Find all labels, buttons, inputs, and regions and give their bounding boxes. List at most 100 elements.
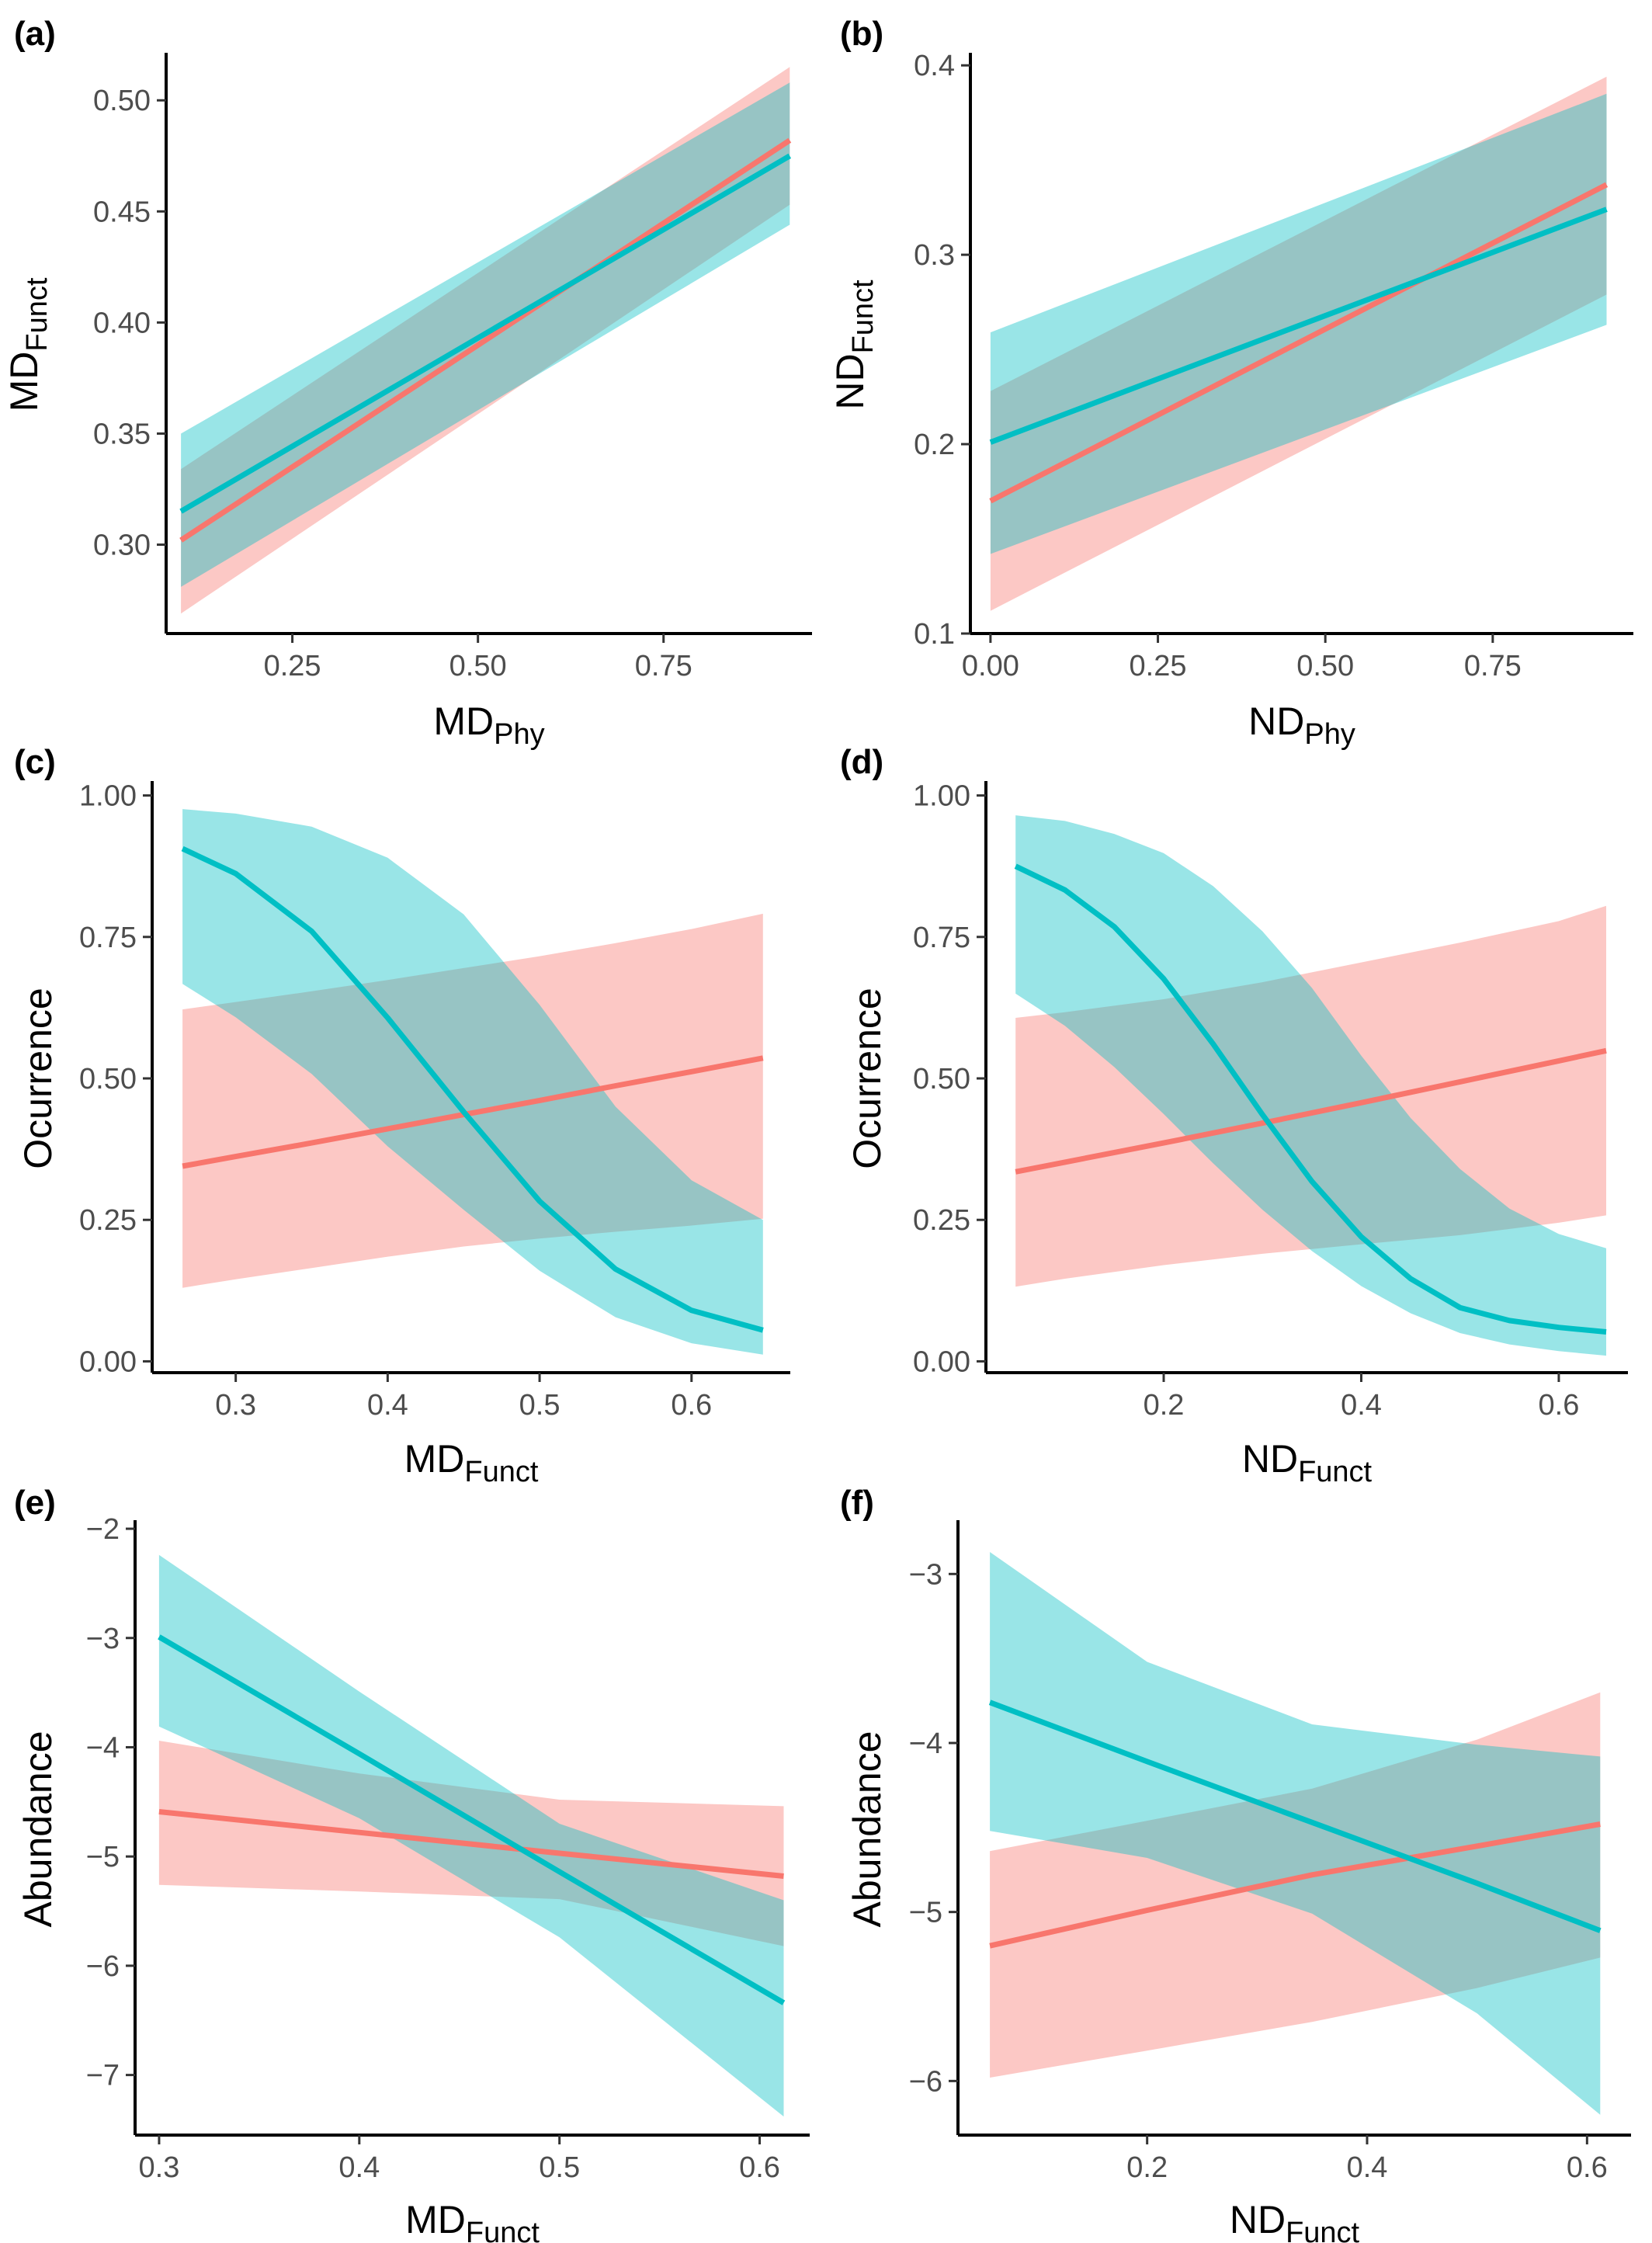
x-tick-label: 0.50 (449, 650, 507, 682)
y-tick-label: 1.00 (913, 780, 970, 813)
y-axis-title: Ocurrence (845, 988, 889, 1168)
y-axis-title: NDFunct (828, 280, 880, 410)
confidence-band-groupB (990, 1552, 1601, 2115)
fit-line-groupA (989, 182, 1609, 504)
y-tick-label: 1.00 (79, 780, 137, 813)
y-tick-label: 0.50 (913, 1063, 970, 1095)
y-tick-label: −6 (86, 1950, 120, 1983)
x-axis-title: MDFunct (404, 1437, 539, 1488)
y-tick-label: 0.25 (913, 1204, 970, 1237)
fit-line-groupB (988, 1700, 1602, 1933)
y-tick-label: 0.35 (93, 418, 151, 450)
x-axis-title-main: ND (1248, 700, 1304, 743)
y-axis-title-main: Ocurrence (845, 988, 889, 1168)
panel-label: (b) (840, 15, 883, 53)
y-tick-label: −5 (909, 1897, 942, 1929)
fit-line-groupA (158, 1809, 784, 1879)
x-axis-title-sub: Funct (464, 1456, 538, 1488)
x-tick-label: 0.3 (215, 1389, 256, 1422)
y-axis-title: Ocurrence (16, 988, 60, 1168)
panel-a: 0.25 0.50 0.750.300.350.400.450.50(a)MDPhy… (2, 15, 812, 751)
panel-label: (e) (14, 1484, 56, 1522)
confidence-band-groupB (1015, 815, 1606, 1356)
y-tick-label: −4 (86, 1731, 120, 1764)
y-axis-title-sub: Funct (21, 277, 54, 351)
y-tick-label: 0.00 (913, 1345, 970, 1378)
x-axis-title-main: ND (1242, 1437, 1298, 1481)
x-axis-title-sub: Funct (466, 2217, 540, 2243)
y-axis-title: Abundance (845, 1731, 889, 1927)
x-tick-label: 0.5 (539, 2151, 580, 2184)
x-axis-title: MDFunct (405, 2198, 540, 2243)
x-axis-title: NDFunct (1230, 2198, 1360, 2243)
fit-line-groupB (1014, 863, 1607, 1335)
panel-c: 0.3 0.4 0.5 0.6 0.00 0.25 0.50 0.75 1.00 (c) MDFun… (14, 743, 790, 1488)
fit-line-groupA (179, 137, 792, 543)
y-tick-label: −3 (86, 1623, 120, 1655)
x-tick-label: 0.2 (1144, 1389, 1185, 1422)
x-tick-label: 0.75 (635, 650, 692, 682)
confidence-band-groupA (182, 913, 763, 1288)
fit-line-groupB (158, 1634, 786, 2005)
y-axis-title: Abundance (16, 1731, 60, 1927)
y-axis-title: MDFunct (2, 277, 54, 411)
x-axis-title-main: ND (1230, 2198, 1286, 2241)
panel-b: 0.00 0.25 0.50 0.750.10.20.30.4(b)NDPhyNDFu… (828, 15, 1633, 751)
y-axis-title-main: MD (2, 352, 46, 412)
confidence-band-groupA (1015, 905, 1606, 1287)
y-axis-title-main: ND (828, 353, 872, 409)
y-tick-label: −3 (909, 1558, 942, 1591)
y-tick-label: −6 (909, 2065, 942, 2098)
panel-label: (d) (840, 743, 883, 781)
y-axis-title-sub: Funct (847, 280, 880, 353)
panel-d: 0.2 0.4 0.6 0.00 0.25 0.50 0.75 1.00 (d) NDFunct O… (840, 743, 1628, 1488)
fit-line-groupA (1015, 1047, 1607, 1175)
x-axis-title-sub: Funct (1286, 2217, 1359, 2243)
y-axis-title-main: Abundance (845, 1731, 889, 1927)
fit-line-groupB (181, 845, 764, 1333)
y-tick-label: 0.50 (79, 1063, 137, 1095)
x-tick-label: 0.25 (1130, 650, 1187, 682)
y-tick-label: 0.45 (93, 196, 151, 228)
x-tick-label: 0.6 (671, 1389, 712, 1422)
panel-label: (c) (14, 743, 56, 781)
x-tick-label: 0.6 (739, 2151, 780, 2184)
x-tick-label: 0.50 (1296, 650, 1354, 682)
x-tick-label: 0.6 (1539, 1389, 1580, 1422)
y-tick-label: −7 (86, 2060, 120, 2092)
x-axis-title: NDFunct (1242, 1437, 1373, 1488)
y-tick-label: 0.40 (93, 307, 151, 339)
x-tick-label: 0.5 (519, 1389, 560, 1422)
fit-line-groupA (989, 1821, 1601, 1949)
y-tick-label: 0.4 (914, 50, 955, 82)
x-tick-label: 0.4 (1347, 2151, 1388, 2184)
x-tick-label: 0.3 (139, 2151, 180, 2184)
x-tick-label: 0.4 (1341, 1389, 1382, 1422)
fit-line-groupB (989, 207, 1608, 445)
y-axis-title-main: Ocurrence (16, 988, 60, 1168)
y-tick-label: −5 (86, 1841, 120, 1873)
y-tick-label: −4 (909, 1727, 942, 1760)
x-axis-title-sub: Funct (1298, 1456, 1372, 1488)
y-tick-label: 0.75 (913, 922, 970, 954)
x-tick-label: 0.4 (367, 1389, 408, 1422)
x-tick-label: 0.00 (962, 650, 1019, 682)
x-axis-title: NDPhy (1248, 700, 1355, 751)
y-tick-label: 0.3 (914, 239, 955, 272)
panel-label: (f) (840, 1484, 874, 1522)
confidence-band-groupB (158, 1554, 784, 2117)
x-tick-label: 0.75 (1464, 650, 1522, 682)
panel-f: 0.2 0.4 0.6 −6 −5 −4 −3 (f) NDFunct Abundance (840, 1484, 1631, 2243)
x-axis-title-main: MD (405, 2198, 466, 2241)
y-tick-label: 0.75 (79, 922, 137, 954)
y-tick-label: 0.50 (93, 85, 151, 117)
x-tick-label: 0.2 (1126, 2151, 1168, 2184)
x-tick-label: 0.25 (264, 650, 321, 682)
confidence-band-groupA (990, 1692, 1601, 2078)
x-tick-label: 0.4 (338, 2151, 380, 2184)
y-tick-label: 0.1 (914, 618, 955, 651)
y-tick-label: 0.2 (914, 429, 955, 461)
x-axis-title: MDPhy (433, 700, 544, 751)
y-axis-title-main: Abundance (16, 1731, 60, 1927)
